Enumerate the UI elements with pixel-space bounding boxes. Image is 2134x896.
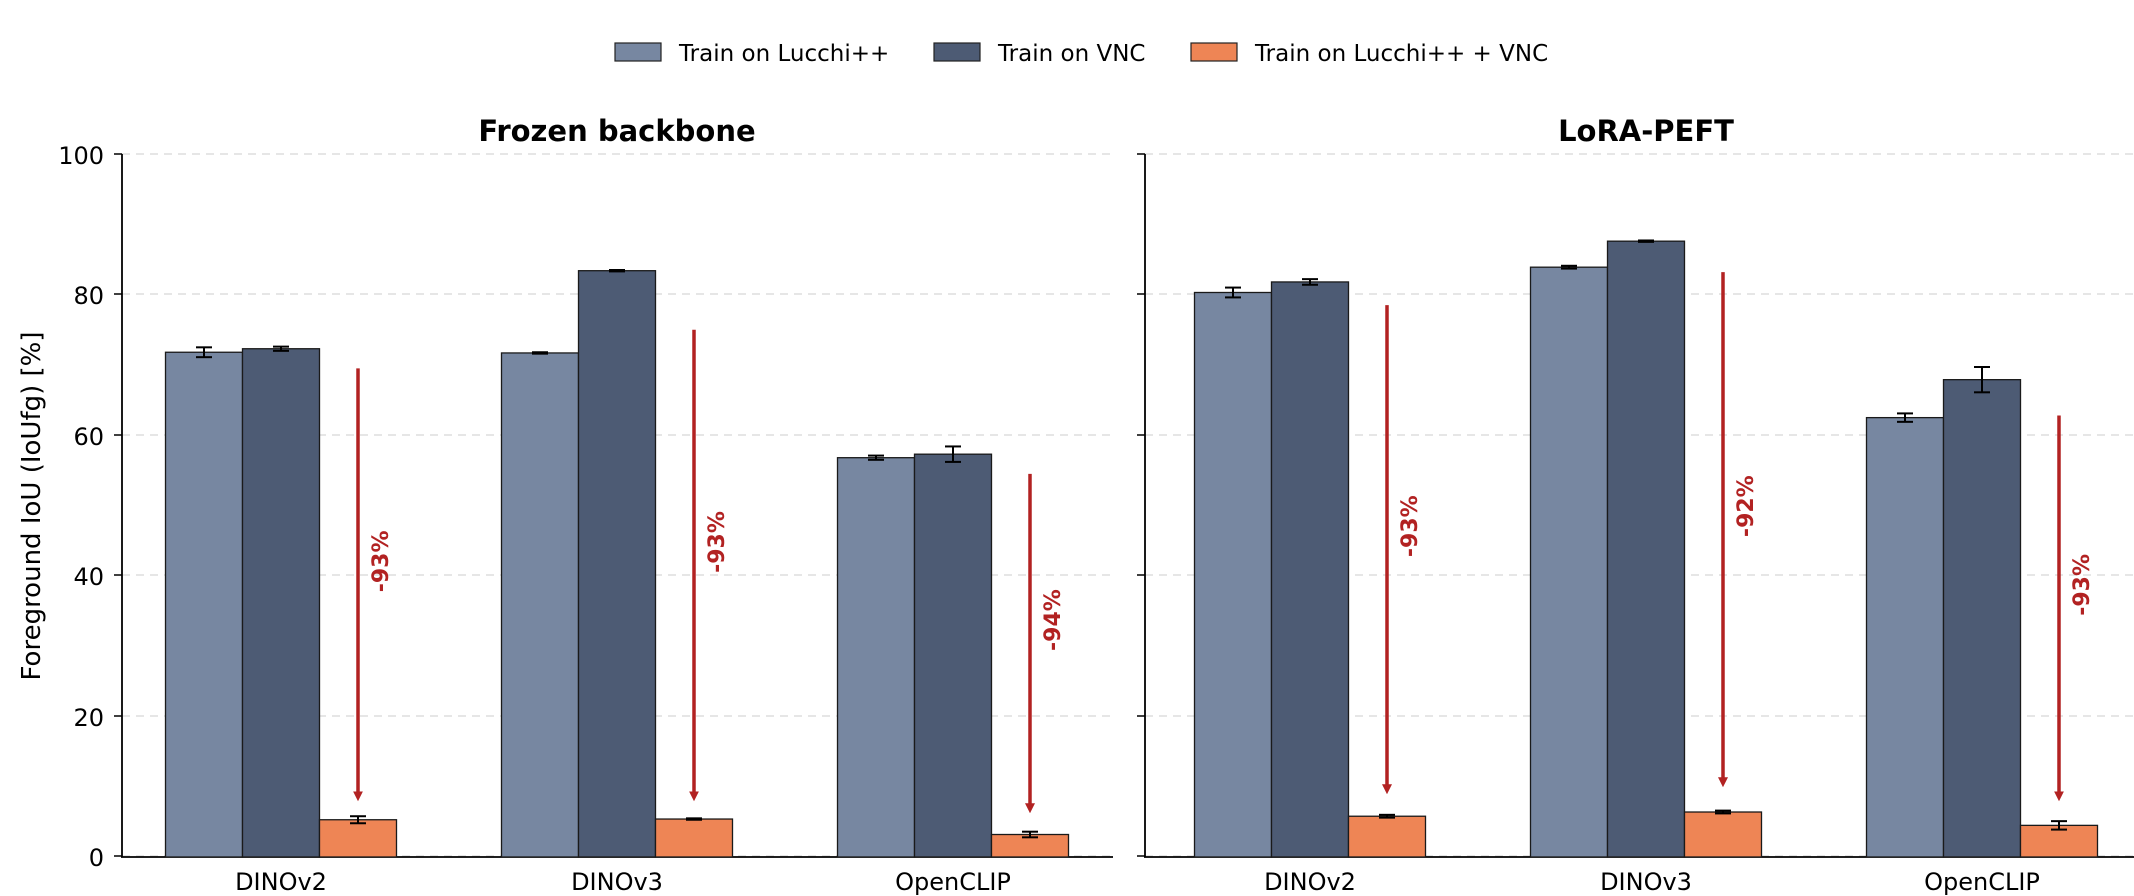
- y-tick-label: 60: [73, 423, 104, 451]
- x-tick-label: OpenCLIP: [1924, 868, 2040, 896]
- bar: [577, 270, 657, 858]
- bar: [1683, 811, 1763, 858]
- bar: [1347, 815, 1427, 858]
- panel-title-frozen: Frozen backbone: [478, 114, 755, 148]
- legend-label-lucchi: Train on Lucchi++: [678, 41, 889, 67]
- bar: [2019, 824, 2099, 858]
- y-tick-marks: [1137, 153, 1145, 857]
- bar: [164, 351, 244, 858]
- x-tick-label: DINOv3: [1600, 868, 1692, 896]
- bar: [500, 352, 580, 858]
- drop-label: -92%: [1734, 475, 1759, 537]
- drop-label: -94%: [1041, 589, 1066, 651]
- panel-title-lora: LoRA-PEFT: [1558, 114, 1734, 148]
- legend-swatch-vnc: [933, 42, 981, 62]
- x-tick-label: DINOv2: [235, 868, 327, 896]
- drop-label: -93%: [705, 511, 730, 573]
- x-tick-labels: DINOv2 DINOv3 OpenCLIP: [235, 868, 1011, 896]
- legend: Train on Lucchi++ Train on VNC Train on …: [614, 41, 1548, 67]
- bar: [1606, 240, 1686, 858]
- bar: [1193, 291, 1273, 858]
- drop-label: -93%: [369, 530, 394, 592]
- bar: [836, 457, 916, 858]
- y-tick-label: 20: [73, 704, 104, 732]
- bar: [913, 453, 993, 858]
- x-tick-label: OpenCLIP: [895, 868, 1011, 896]
- x-tick-label: DINOv2: [1264, 868, 1356, 896]
- y-tick-label: 80: [73, 282, 104, 310]
- x-tick-labels: DINOv2 DINOv3 OpenCLIP: [1264, 868, 2040, 896]
- bar: [318, 819, 398, 858]
- bar: [241, 348, 321, 858]
- legend-swatch-lucchi: [614, 42, 662, 62]
- drop-label: -93%: [1398, 495, 1423, 557]
- legend-label-combined: Train on Lucchi++ + VNC: [1254, 41, 1548, 67]
- bar: [1270, 281, 1350, 858]
- y-tick-labels: 0 20 40 60 80 100: [58, 142, 104, 872]
- bar: [654, 818, 734, 858]
- panel-frozen-backbone: Frozen backbone 0 20 40 60 80 100: [58, 114, 1113, 896]
- x-tick-label: DINOv3: [571, 868, 663, 896]
- drop-label: -93%: [2070, 554, 2095, 616]
- legend-label-vnc: Train on VNC: [997, 41, 1145, 67]
- y-tick-label: 0: [89, 844, 104, 872]
- y-tick-label: 40: [73, 563, 104, 591]
- bar: [1529, 266, 1609, 858]
- bar-marks: -93% -92% -93%: [1193, 239, 2099, 858]
- panel-lora-peft: LoRA-PEFT DINOv2 DINOv3 OpenCLIP -93% -92…: [1137, 114, 2134, 896]
- y-axis-label: Foreground IoU (IoUfg) [%]: [17, 332, 47, 681]
- y-tick-label: 100: [58, 142, 104, 170]
- y-tick-marks: [114, 153, 122, 857]
- legend-swatch-combined: [1190, 42, 1238, 62]
- bar: [1865, 416, 1945, 858]
- bar-marks: -93% -93% -94%: [164, 268, 1070, 858]
- bar: [1942, 379, 2022, 858]
